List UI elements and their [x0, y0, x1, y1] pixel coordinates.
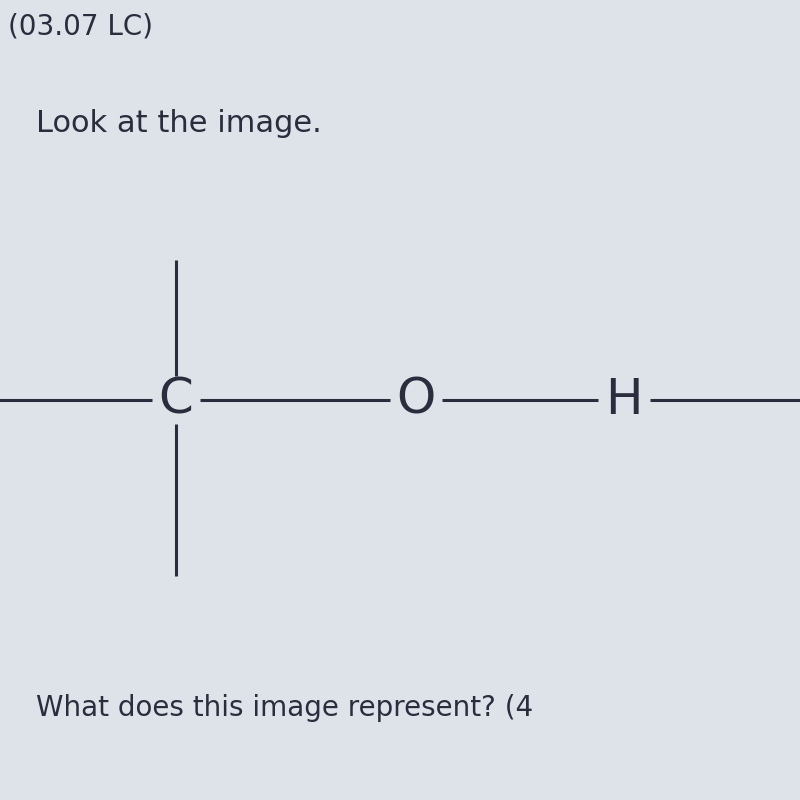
- Text: O: O: [396, 376, 436, 424]
- Text: H: H: [606, 376, 642, 424]
- Text: What does this image represent? (4: What does this image represent? (4: [36, 694, 533, 722]
- Text: C: C: [158, 376, 194, 424]
- Text: (03.07 LC): (03.07 LC): [8, 12, 153, 40]
- Text: Look at the image.: Look at the image.: [36, 110, 322, 138]
